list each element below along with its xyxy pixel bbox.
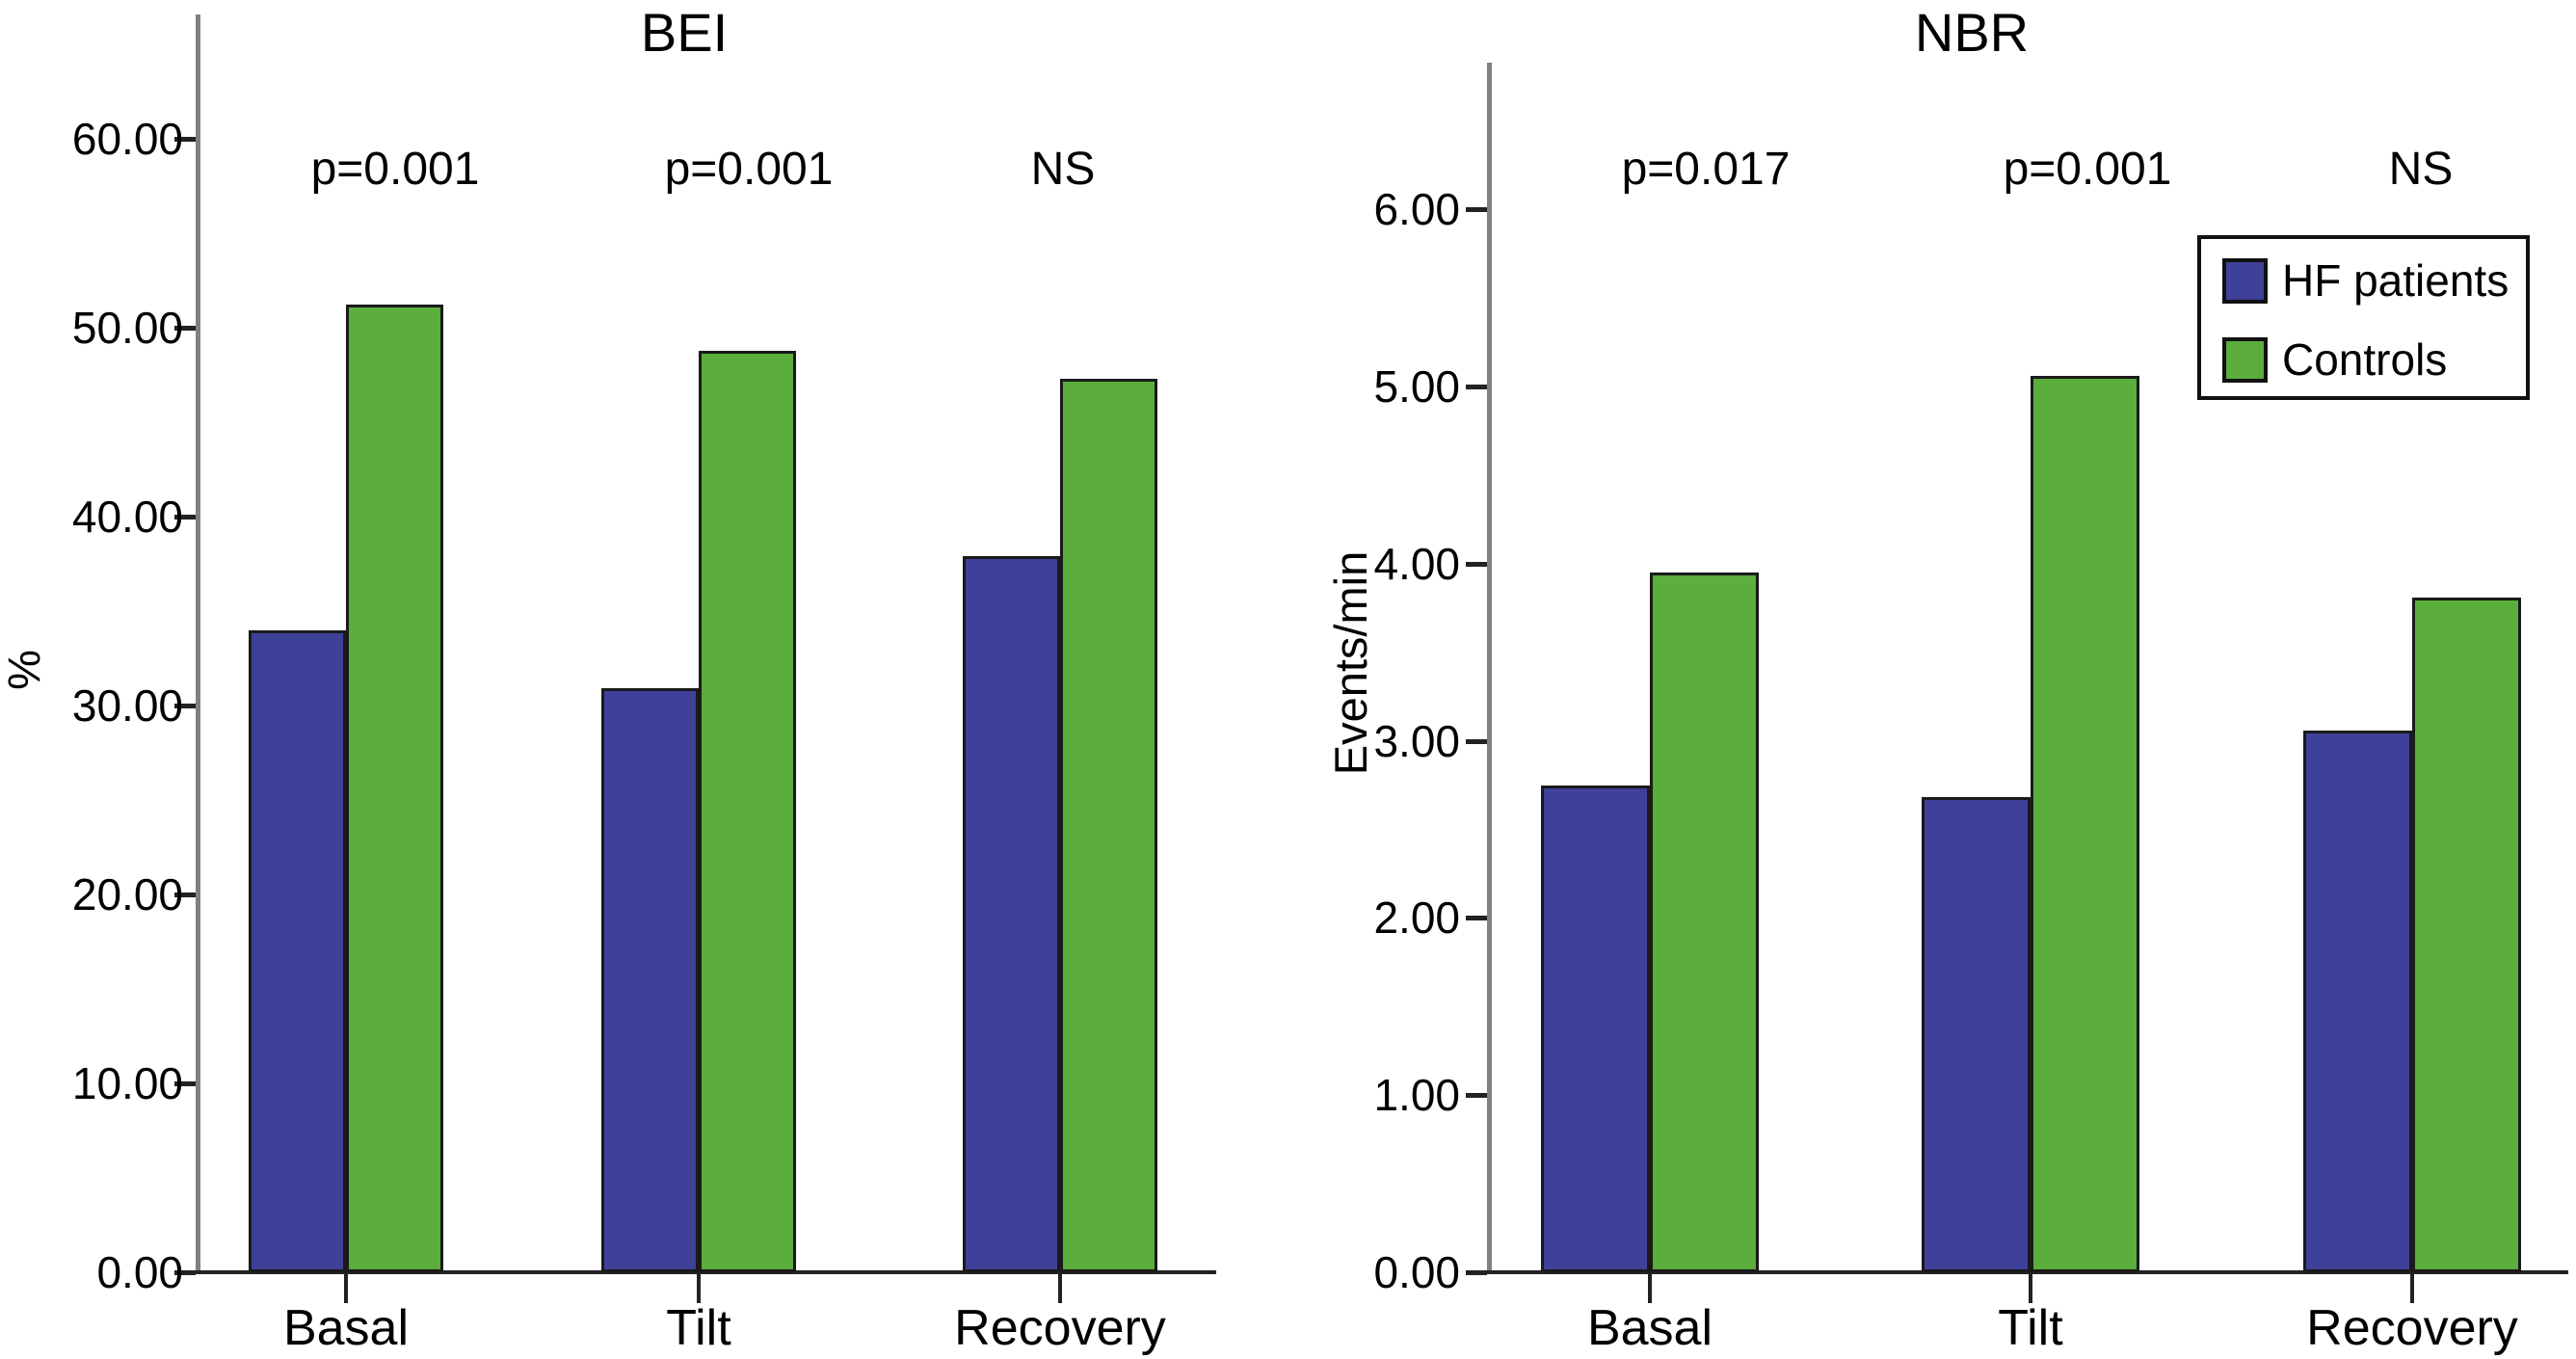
bei-title: BEI	[640, 2, 729, 63]
bei-y-tick	[174, 137, 196, 142]
bar-bei-tilt-hf-patients	[601, 688, 699, 1272]
nbr-category-label-basal: Basal	[1586, 1300, 1713, 1356]
legend: HF patients Controls	[2197, 235, 2530, 400]
bar-nbr-basal-hf-patients	[1541, 786, 1650, 1272]
bar-nbr-basal-controls	[1650, 573, 1759, 1272]
nbr-significance-tilt: p=0.001	[2003, 144, 2172, 195]
nbr-significance-recovery: NS	[2388, 144, 2454, 195]
bei-y-tick-label: 60.00	[71, 114, 183, 164]
nbr-x-tick	[1648, 1274, 1652, 1303]
bar-nbr-recovery-hf-patients	[2303, 731, 2412, 1272]
bei-y-tick	[174, 1081, 196, 1086]
bei-y-tick-label: 40.00	[71, 492, 183, 542]
bar-bei-recovery-hf-patients	[963, 556, 1060, 1272]
bei-y-tick-label: 10.00	[71, 1058, 183, 1108]
legend-item-hf-patients: HF patients	[2222, 258, 2509, 304]
bei-significance-basal: p=0.001	[310, 144, 480, 195]
bar-nbr-tilt-hf-patients	[1922, 797, 2031, 1272]
nbr-category-label-tilt: Tilt	[1998, 1300, 2063, 1356]
bei-y-tick-label: 0.00	[96, 1247, 183, 1297]
bei-y-tick	[174, 515, 196, 520]
bar-nbr-recovery-controls	[2412, 598, 2521, 1272]
bei-x-tick	[344, 1274, 348, 1303]
bar-bei-basal-controls	[346, 305, 443, 1272]
nbr-x-axis-line	[1487, 1270, 2568, 1274]
legend-label-hf-patients: HF patients	[2282, 255, 2510, 306]
bar-bei-recovery-controls	[1060, 379, 1157, 1272]
nbr-y-tick-label: 2.00	[1373, 893, 1460, 943]
bei-y-tick	[174, 893, 196, 897]
bei-y-tick-label: 50.00	[71, 303, 183, 353]
bei-category-label-recovery: Recovery	[954, 1300, 1166, 1356]
nbr-y-tick	[1466, 562, 1487, 567]
bei-x-tick	[1058, 1274, 1062, 1303]
nbr-y-tick	[1466, 1093, 1487, 1098]
bei-significance-tilt: p=0.001	[664, 144, 834, 195]
nbr-y-tick-label: 3.00	[1373, 716, 1460, 766]
bei-y-tick	[174, 326, 196, 331]
legend-item-controls: Controls	[2222, 337, 2447, 383]
bar-nbr-tilt-controls	[2031, 376, 2139, 1272]
nbr-y-axis-title: Events/min	[1325, 550, 1376, 776]
nbr-x-tick	[2029, 1274, 2032, 1303]
nbr-y-axis-line	[1487, 63, 1492, 1272]
nbr-y-tick-label: 4.00	[1373, 539, 1460, 589]
bei-x-axis-line	[196, 1270, 1216, 1274]
nbr-y-tick	[1466, 385, 1487, 389]
nbr-y-tick-label: 5.00	[1373, 361, 1460, 412]
nbr-y-tick	[1466, 739, 1487, 744]
bei-category-label-basal: Basal	[282, 1300, 410, 1356]
nbr-category-label-recovery: Recovery	[2306, 1300, 2518, 1356]
nbr-y-tick-label: 6.00	[1373, 184, 1460, 234]
bar-bei-tilt-controls	[699, 351, 796, 1272]
bei-significance-recovery: NS	[1030, 144, 1096, 195]
nbr-y-tick-label: 0.00	[1373, 1247, 1460, 1297]
bei-category-label-tilt: Tilt	[666, 1300, 731, 1356]
bei-y-tick	[174, 704, 196, 708]
bei-y-tick	[174, 1270, 196, 1275]
nbr-y-tick	[1466, 916, 1487, 920]
bei-x-tick	[697, 1274, 701, 1303]
nbr-y-tick-label: 1.00	[1373, 1070, 1460, 1120]
nbr-significance-basal: p=0.017	[1621, 144, 1791, 195]
bei-y-tick-label: 30.00	[71, 680, 183, 731]
bei-y-axis-line	[196, 14, 200, 1272]
bar-bei-basal-hf-patients	[249, 630, 346, 1272]
nbr-y-tick	[1466, 1270, 1487, 1275]
nbr-x-tick	[2410, 1274, 2414, 1303]
bei-y-tick-label: 20.00	[71, 869, 183, 919]
controls-swatch	[2222, 337, 2268, 383]
nbr-title: NBR	[1914, 2, 2030, 63]
hf-patients-swatch	[2222, 258, 2268, 304]
nbr-y-tick	[1466, 207, 1487, 212]
legend-label-controls: Controls	[2282, 334, 2448, 385]
